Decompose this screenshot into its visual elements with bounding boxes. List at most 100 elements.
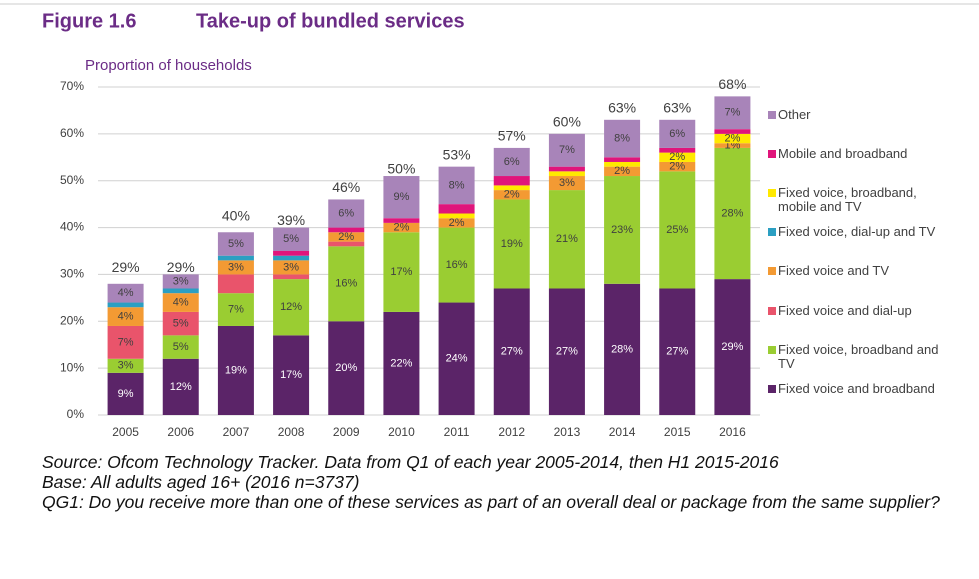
bar-segment bbox=[604, 176, 641, 284]
total-label: 46% bbox=[332, 179, 360, 195]
bar-segment bbox=[107, 307, 144, 326]
bar-segment bbox=[273, 255, 310, 261]
bar-segment bbox=[714, 133, 751, 144]
total-label: 68% bbox=[718, 76, 746, 92]
legend-label: Fixed voice, dial-up and TV bbox=[778, 224, 936, 240]
legend-label: Fixed voice and TV bbox=[778, 263, 890, 279]
bar-segment bbox=[493, 176, 530, 186]
bar-segment bbox=[438, 204, 475, 214]
bar-segment bbox=[162, 293, 199, 312]
bar-segment bbox=[217, 260, 254, 275]
legend-swatch bbox=[768, 345, 776, 354]
data-label: 19% bbox=[501, 238, 523, 250]
data-label: 7% bbox=[228, 303, 244, 315]
data-label: 2% bbox=[338, 231, 354, 243]
x-tick-label: 2016 bbox=[719, 425, 746, 439]
data-label: 5% bbox=[173, 318, 189, 330]
total-label: 50% bbox=[387, 160, 415, 176]
data-label: 22% bbox=[390, 357, 412, 369]
bar-segment bbox=[328, 246, 365, 322]
data-label: 20% bbox=[335, 362, 357, 374]
bar-segment bbox=[659, 171, 696, 289]
legend-swatch bbox=[768, 111, 776, 119]
x-tick-label: 2008 bbox=[278, 425, 305, 439]
x-tick-label: 2011 bbox=[444, 425, 470, 439]
bar-segment bbox=[383, 311, 420, 415]
total-label: 39% bbox=[277, 212, 305, 228]
legend-label: Fixed voice, broadband and TV bbox=[778, 341, 939, 371]
bar-segment bbox=[659, 119, 696, 148]
legend-swatch bbox=[768, 150, 776, 159]
bar-segment bbox=[493, 185, 530, 191]
bar-segment bbox=[714, 147, 751, 280]
data-label: 16% bbox=[335, 278, 357, 290]
x-tick-label: 2014 bbox=[609, 425, 636, 439]
data-label: 4% bbox=[118, 287, 134, 299]
bar-segment bbox=[548, 166, 585, 172]
data-label: 2% bbox=[614, 165, 630, 177]
bar-segment bbox=[328, 241, 365, 247]
bar-segment bbox=[493, 190, 530, 200]
legend-swatch bbox=[768, 267, 776, 276]
bar-segment bbox=[548, 288, 585, 415]
bar-segment bbox=[383, 222, 420, 233]
data-label: 29% bbox=[721, 341, 743, 353]
legend-item: Mobile and broadband bbox=[768, 147, 958, 161]
data-label: 8% bbox=[449, 179, 465, 191]
total-label: 63% bbox=[608, 100, 636, 116]
legend-item: Fixed voice, broadband, mobile and TV bbox=[768, 186, 958, 214]
data-label: 17% bbox=[390, 266, 412, 278]
data-label: 21% bbox=[556, 233, 578, 245]
x-tick-label: 2006 bbox=[167, 425, 194, 439]
bar-segment bbox=[714, 96, 751, 130]
bar-segment bbox=[107, 325, 144, 359]
legend-label: Fixed voice, broadband, mobile and TV bbox=[778, 185, 917, 215]
bar-segment bbox=[604, 119, 641, 158]
note: Base: All adults aged 16+ (2016 n=3737) bbox=[42, 472, 360, 492]
data-label: 24% bbox=[446, 353, 468, 365]
data-label: 12% bbox=[170, 381, 192, 393]
legend-label: Mobile and broadband bbox=[778, 146, 908, 162]
bar-segment bbox=[548, 190, 585, 289]
bar-segment bbox=[659, 147, 696, 153]
total-label: 29% bbox=[167, 259, 195, 275]
bar-segment bbox=[107, 372, 144, 415]
data-label: 27% bbox=[666, 346, 688, 358]
data-label: 3% bbox=[118, 360, 134, 372]
bar-segment bbox=[493, 199, 530, 289]
legend-label: Other bbox=[778, 107, 811, 122]
bar-segment bbox=[328, 321, 365, 415]
bar-segment bbox=[438, 213, 475, 219]
x-tick-label: 2010 bbox=[388, 425, 415, 439]
chart-title: Take-up of bundled services bbox=[196, 10, 465, 32]
bar-segment bbox=[714, 143, 751, 148]
bar-segment bbox=[328, 199, 365, 228]
bar-segment bbox=[659, 152, 696, 162]
note: Source: Ofcom Technology Tracker. Data f… bbox=[42, 452, 779, 472]
bar-segment bbox=[162, 311, 199, 336]
bar-segment bbox=[604, 157, 641, 162]
data-label: 7% bbox=[559, 144, 575, 156]
bar-segment bbox=[273, 279, 310, 336]
chart: Figure 1.6 Take-up of bundled services P… bbox=[0, 3, 979, 439]
data-label: 25% bbox=[666, 224, 688, 236]
bar-segment bbox=[714, 129, 751, 134]
y-tick-label: 50% bbox=[60, 173, 84, 187]
bar-segment bbox=[107, 283, 144, 303]
note: QG1: Do you receive more than one of the… bbox=[42, 492, 940, 512]
bar-segment bbox=[273, 260, 310, 275]
y-tick-label: 30% bbox=[60, 267, 84, 281]
total-label: 57% bbox=[498, 128, 526, 144]
bar-segment bbox=[273, 227, 310, 251]
bar-segment bbox=[548, 176, 585, 191]
data-label: 3% bbox=[283, 261, 299, 273]
data-label: 7% bbox=[118, 336, 134, 348]
bar-segment bbox=[162, 358, 199, 415]
total-label: 40% bbox=[222, 207, 250, 223]
y-tick-label: 40% bbox=[60, 220, 84, 234]
bar-segment bbox=[217, 293, 254, 326]
data-label: 2% bbox=[393, 221, 409, 233]
y-tick-label: 60% bbox=[60, 126, 84, 140]
data-label: 27% bbox=[556, 346, 578, 358]
